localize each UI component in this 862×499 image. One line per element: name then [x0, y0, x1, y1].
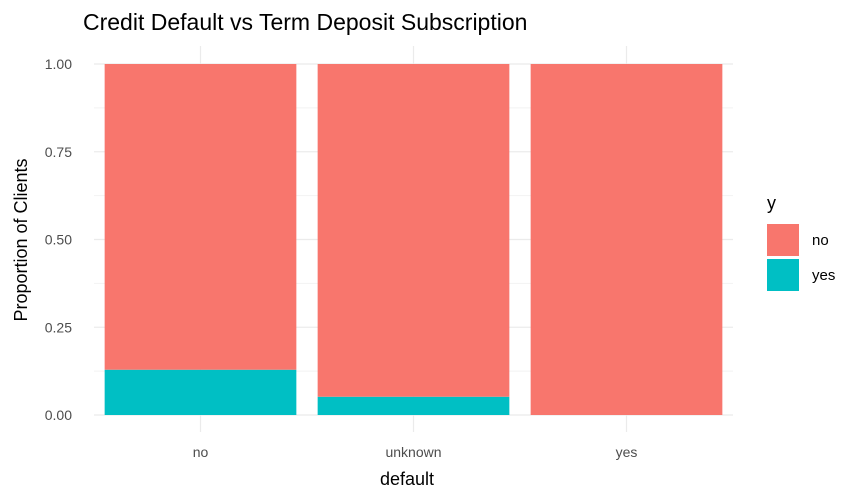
y-tick-label: 0.25: [45, 319, 72, 335]
legend-key-yes: [767, 259, 799, 291]
bar-no-no: [104, 64, 297, 370]
legend-label-yes: yes: [812, 267, 835, 284]
bar-yes-no: [530, 64, 723, 415]
y-axis-ticks: 0.00 0.25 0.50 0.75 1.00: [45, 56, 72, 423]
y-tick-label: 0.75: [45, 144, 72, 160]
x-axis-title: default: [380, 469, 434, 489]
bar-unknown-yes: [317, 396, 510, 415]
y-tick-label: 0.50: [45, 232, 72, 248]
bars: [104, 64, 723, 415]
chart-title: Credit Default vs Term Deposit Subscript…: [83, 9, 527, 35]
legend-label-no: no: [812, 232, 829, 249]
x-tick-label: unknown: [385, 444, 441, 460]
bar-no-yes: [104, 369, 297, 415]
x-axis-ticks: no unknown yes: [193, 444, 638, 460]
x-tick-label: no: [193, 444, 209, 460]
legend-title: y: [767, 193, 776, 213]
bar-unknown-no: [317, 64, 510, 397]
y-tick-label: 1.00: [45, 56, 72, 72]
y-axis-title: Proportion of Clients: [11, 158, 31, 321]
y-tick-label: 0.00: [45, 407, 72, 423]
legend-key-no: [767, 224, 799, 256]
x-tick-label: yes: [616, 444, 638, 460]
legend: y no yes: [767, 193, 835, 291]
